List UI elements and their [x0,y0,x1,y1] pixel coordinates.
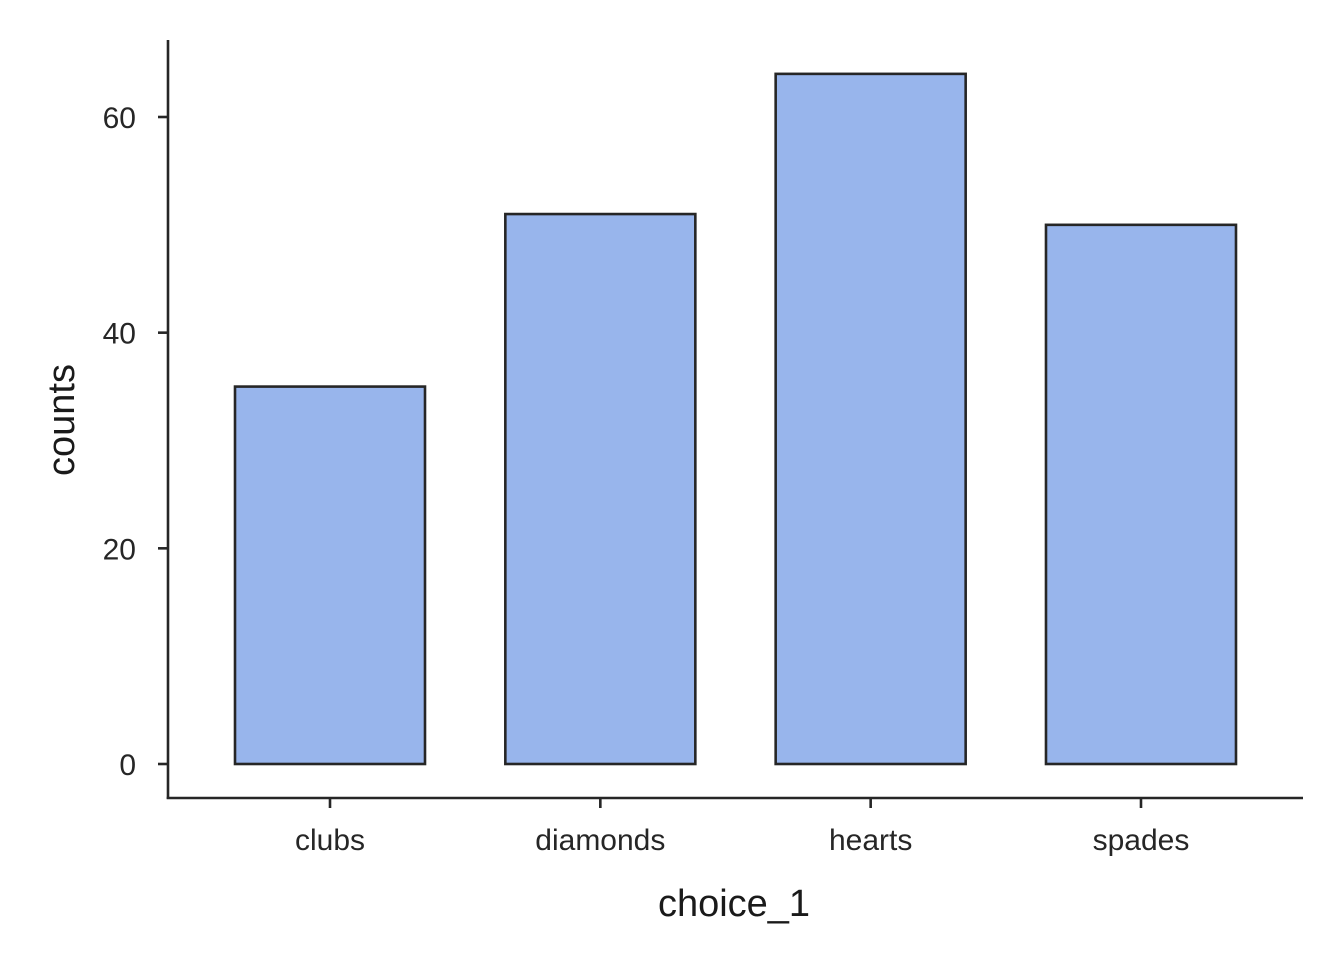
x-tick-label-clubs: clubs [295,824,365,857]
bar-spades [1044,223,1238,766]
bar-diamonds [504,212,697,766]
x-tick-label-diamonds: diamonds [535,824,665,857]
bars-group [233,72,1238,766]
x-tick-label-hearts: hearts [829,824,912,857]
bar-hearts [774,72,967,766]
x-axis: clubs diamonds hearts spades [166,796,1303,857]
y-tick-label-60: 60 [103,102,136,135]
x-tick-label-spades: spades [1093,824,1190,857]
x-axis-label: choice_1 [658,883,810,925]
y-axis-label: counts [41,364,83,476]
y-tick-label-0: 0 [119,749,136,782]
y-tick-label-20: 20 [103,533,136,566]
y-axis: 0 20 40 60 [103,40,170,799]
y-tick-label-40: 40 [103,318,136,351]
bar-clubs [233,385,427,766]
